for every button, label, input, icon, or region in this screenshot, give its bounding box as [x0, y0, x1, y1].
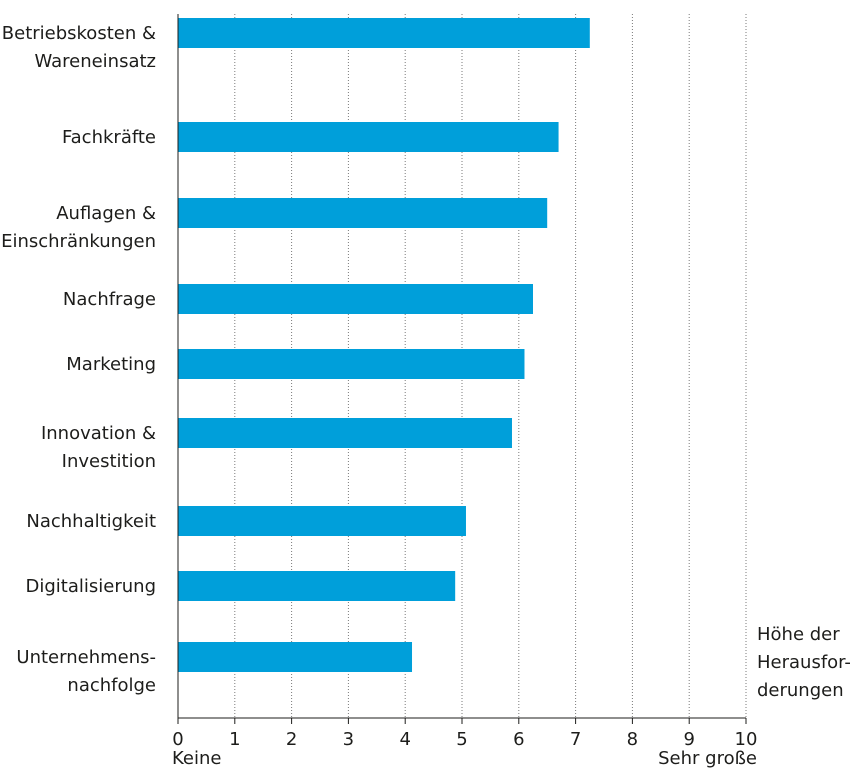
x-tick-label: 10 [735, 729, 758, 750]
category-label-line: Nachhaltigkeit [26, 511, 156, 532]
category-label-line: nachfolge [67, 675, 156, 696]
category-label: Marketing [66, 354, 156, 375]
x-min-label: Keine [172, 748, 221, 769]
bars [178, 18, 590, 672]
category-label-line: Fachkräfte [62, 127, 156, 148]
x-tick-label: 9 [683, 729, 694, 750]
bar [178, 506, 466, 536]
x-tick-label: 3 [343, 729, 354, 750]
x-tick-label: 8 [627, 729, 638, 750]
category-label-line: Unternehmens- [16, 647, 156, 668]
category-label: Unternehmens-nachfolge [16, 647, 156, 696]
category-label-line: Investition [62, 451, 156, 472]
category-label: Nachhaltigkeit [26, 511, 156, 532]
bar [178, 198, 548, 228]
axis-title-line-3: derungen [757, 680, 844, 701]
category-label-line: Innovation & [41, 423, 156, 444]
bar [178, 349, 525, 379]
x-tick-label: 6 [513, 729, 524, 750]
category-label: Innovation & Investition [41, 423, 156, 472]
x-tick-label: 0 [172, 729, 183, 750]
category-label-line: Digitalisierung [26, 576, 156, 597]
x-max-label: Sehr große [658, 748, 757, 769]
x-tick-label: 5 [456, 729, 467, 750]
x-tick-label: 4 [399, 729, 410, 750]
category-label-line: Einschränkungen [1, 231, 156, 252]
bar [178, 18, 590, 48]
bar [178, 418, 512, 448]
x-tick-label: 7 [570, 729, 581, 750]
category-label-line: Betriebskosten & [2, 23, 156, 44]
category-label-line: Marketing [66, 354, 156, 375]
axis-title: Höhe der Herausfor- derungen [757, 624, 853, 701]
x-tick-label: 2 [286, 729, 297, 750]
bar [178, 284, 533, 314]
category-label-line: Nachfrage [63, 289, 156, 310]
category-label-line: Wareneinsatz [34, 51, 156, 72]
bar [178, 642, 413, 672]
category-label: Digitalisierung [26, 576, 156, 597]
category-label: Fachkräfte [62, 127, 156, 148]
axis-title-line-2: Herausfor- [757, 652, 851, 673]
bar [178, 122, 559, 152]
x-tick-labels: 0 1 2 3 4 5 6 7 8 9 10 [172, 718, 757, 750]
bar [178, 571, 456, 601]
axis-title-line-1: Höhe der [757, 624, 840, 645]
category-label: Nachfrage [63, 289, 156, 310]
category-labels: Betriebskosten & Wareneinsatz Fachkräfte Au… [1, 23, 156, 696]
category-label: Auflagen & Einschränkungen [1, 203, 156, 252]
category-label: Betriebskosten & Wareneinsatz [2, 23, 156, 72]
x-tick-label: 1 [229, 729, 240, 750]
category-label-line: Auflagen & [56, 203, 156, 224]
